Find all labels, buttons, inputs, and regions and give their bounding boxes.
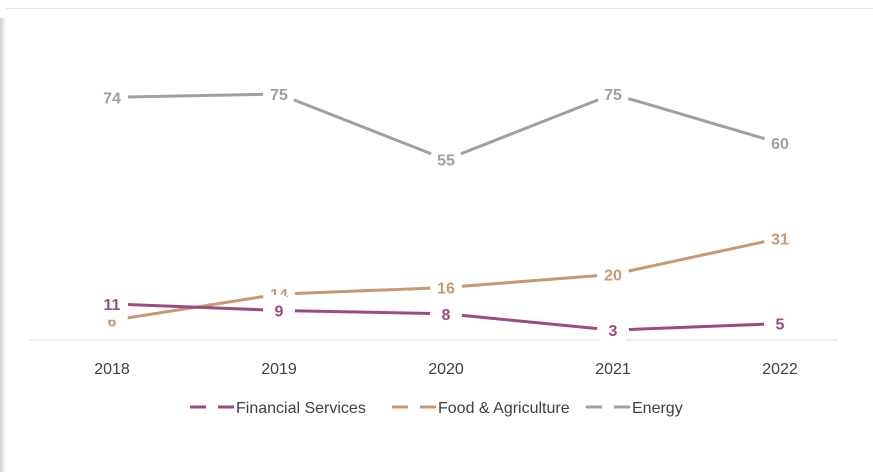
data-label-energy-2018: 74 [103,90,121,107]
legend-marker-energy [602,401,614,413]
data-label-financial-services-2018: 11 [104,297,121,314]
x-tick-label-2021: 2021 [595,361,631,378]
series-financial-services: 11 9 8 3 5 [96,287,796,347]
data-label-food-agriculture-2021: 20 [604,267,622,284]
legend-item-financial-services[interactable]: Financial Services [190,400,366,417]
legend-label-financial-services: Financial Services [236,400,366,417]
data-point-energy-2019[interactable] [263,78,295,110]
data-point-financial-services-2020[interactable] [430,297,462,330]
legend-label-energy: Energy [632,400,683,417]
data-label-financial-services-2020: 8 [442,307,451,324]
data-label-energy-2021: 75 [604,87,622,104]
data-point-energy-2020[interactable] [430,143,462,176]
x-tick-label-2019: 2019 [261,361,297,378]
data-label-energy-2019: 75 [270,87,288,104]
data-label-financial-services-2021: 3 [609,323,618,340]
data-point-energy-2022[interactable] [764,127,796,160]
data-label-food-agriculture-2020: 16 [437,281,455,298]
data-label-financial-services-2022: 5 [776,317,785,334]
data-point-food-agriculture-2021[interactable] [597,258,629,291]
data-label-financial-services-2019: 9 [275,303,284,320]
data-point-food-agriculture-2022[interactable] [764,222,796,255]
data-point-financial-services-2022[interactable] [764,307,796,340]
top-border [6,8,873,9]
data-point-energy-2021[interactable] [597,78,629,110]
series-layer: 7475557560614162031119835 [96,78,796,347]
data-label-food-agriculture-2018: 6 [108,313,117,330]
data-point-financial-services-2018[interactable] [96,287,128,320]
x-tick-label-2020: 2020 [428,361,464,378]
legend-item-food-agriculture[interactable]: Food & Agriculture [392,400,570,417]
left-edge-shadow [0,18,6,472]
legend-marker-financial-services [206,401,218,413]
data-point-food-agriculture-2020[interactable] [430,271,462,304]
data-label-food-agriculture-2022: 31 [771,231,789,248]
data-point-financial-services-2021[interactable] [597,314,629,347]
x-tick-label-2018: 2018 [94,361,130,378]
data-point-financial-services-2019[interactable] [263,294,295,327]
legend-label-food-agriculture: Food & Agriculture [438,400,570,417]
legend-item-energy[interactable]: Energy [586,400,683,417]
data-label-energy-2020: 55 [437,153,455,170]
data-label-energy-2022: 60 [771,136,789,153]
x-tick-label-2022: 2022 [762,361,798,378]
legend: Financial Services Food & Agriculture Ener… [190,400,683,417]
x-tick-labels: 2018 2019 2020 2021 2022 [94,361,798,378]
data-point-energy-2018[interactable] [96,81,128,114]
legend-marker-food-agriculture [408,401,420,413]
series-energy: 74 75 55 75 60 [96,78,796,176]
